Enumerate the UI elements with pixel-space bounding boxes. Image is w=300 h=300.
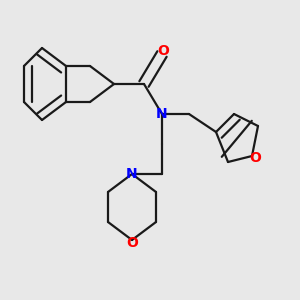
Text: O: O bbox=[158, 44, 169, 58]
Text: O: O bbox=[126, 236, 138, 250]
Text: O: O bbox=[249, 151, 261, 164]
Text: N: N bbox=[126, 167, 138, 181]
Text: N: N bbox=[156, 107, 168, 121]
